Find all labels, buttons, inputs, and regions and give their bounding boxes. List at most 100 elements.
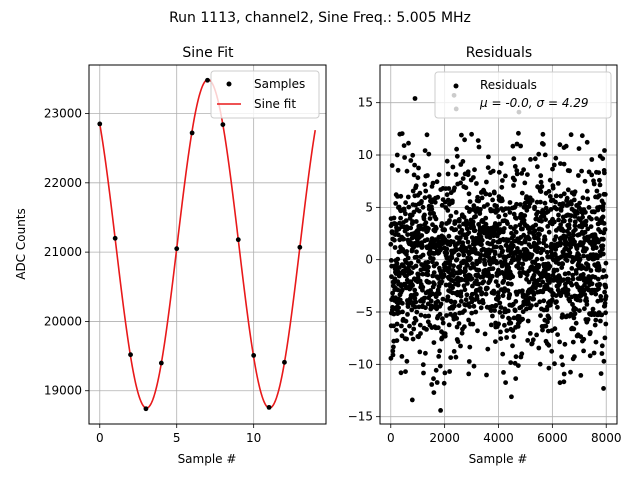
residual-point xyxy=(473,214,478,219)
residual-point xyxy=(514,201,519,207)
residual-point xyxy=(579,168,584,174)
residual-point xyxy=(562,218,567,224)
residual-point xyxy=(466,191,472,197)
residual-point xyxy=(500,293,506,299)
residual-point xyxy=(568,369,573,375)
residual-point xyxy=(405,255,411,261)
residual-point xyxy=(601,236,606,242)
residual-point xyxy=(496,295,501,301)
residuals-xtick-label: 0 xyxy=(387,431,395,445)
residual-point xyxy=(444,158,450,164)
residual-point xyxy=(465,281,470,286)
residual-point xyxy=(452,299,458,305)
residual-point xyxy=(536,263,542,268)
residual-point xyxy=(581,348,586,354)
residual-point xyxy=(536,151,542,157)
residual-point xyxy=(561,371,567,377)
residual-point xyxy=(565,187,571,193)
residual-point xyxy=(546,189,552,194)
residual-point xyxy=(543,217,548,223)
residual-point xyxy=(569,282,575,288)
residual-point xyxy=(422,313,428,319)
residual-point xyxy=(498,161,504,167)
residual-point xyxy=(499,184,505,190)
residual-point xyxy=(476,267,482,273)
residual-point xyxy=(505,221,510,227)
residual-point xyxy=(454,316,460,321)
residual-point xyxy=(492,190,497,196)
residual-point xyxy=(537,231,542,237)
residual-point xyxy=(428,245,434,251)
sine-fit-ytick-label: 22000 xyxy=(44,176,82,190)
residual-point xyxy=(458,293,464,299)
residual-point xyxy=(582,178,588,184)
residual-point xyxy=(551,162,557,168)
residual-point xyxy=(422,182,428,188)
residual-point xyxy=(546,229,552,235)
residual-point xyxy=(571,315,577,321)
residual-point xyxy=(513,354,519,360)
residual-point xyxy=(446,186,452,191)
residual-point xyxy=(600,214,606,220)
residual-point xyxy=(429,382,435,387)
residual-point xyxy=(580,272,586,277)
residual-point xyxy=(599,351,605,356)
residual-point xyxy=(584,188,590,194)
residual-point xyxy=(590,306,596,312)
residual-point xyxy=(424,237,430,243)
residual-point xyxy=(577,308,582,313)
residual-point xyxy=(412,287,418,293)
residual-point xyxy=(505,308,511,314)
residual-point xyxy=(410,336,416,342)
residual-point xyxy=(519,171,525,176)
sine-fit-curve xyxy=(98,78,317,409)
residual-point xyxy=(420,284,426,290)
residual-point xyxy=(510,343,515,349)
residual-point xyxy=(564,195,570,201)
residual-point xyxy=(501,226,507,231)
residual-point xyxy=(391,215,397,221)
residual-point xyxy=(458,298,464,304)
residual-point xyxy=(478,207,483,212)
residual-point xyxy=(430,291,436,297)
residual-point xyxy=(388,258,394,263)
residuals-ytick-label: −5 xyxy=(355,305,373,319)
residual-point xyxy=(465,169,471,175)
residual-point xyxy=(467,304,472,309)
residual-point xyxy=(529,198,535,203)
residual-point xyxy=(504,328,510,333)
residual-point xyxy=(602,170,607,176)
residual-point xyxy=(425,173,430,178)
sine-fit-title: Sine Fit xyxy=(182,45,234,61)
residual-point xyxy=(500,248,505,254)
residual-point xyxy=(483,291,489,297)
residual-point xyxy=(406,204,412,210)
residual-point xyxy=(404,249,410,254)
residual-point xyxy=(501,370,506,375)
residual-point xyxy=(463,235,469,241)
residual-point xyxy=(589,157,595,162)
residual-point xyxy=(549,297,555,303)
residual-point xyxy=(599,343,605,349)
residual-point xyxy=(436,172,442,178)
residual-point xyxy=(596,265,602,271)
residual-point xyxy=(510,143,516,149)
residual-point xyxy=(603,310,608,316)
residual-point xyxy=(556,212,561,218)
residual-point xyxy=(403,211,408,217)
residual-point xyxy=(392,237,397,243)
residual-point xyxy=(558,222,563,228)
residual-point xyxy=(463,185,469,191)
residual-point xyxy=(431,270,437,275)
residual-point xyxy=(392,245,398,250)
residual-point xyxy=(450,164,456,170)
residual-point xyxy=(542,237,548,242)
residual-point xyxy=(462,287,468,293)
residual-point xyxy=(394,261,400,266)
residual-point xyxy=(418,223,423,229)
residual-point xyxy=(410,283,415,288)
residual-point xyxy=(585,317,591,322)
residual-point xyxy=(552,361,557,367)
residual-point xyxy=(472,228,478,234)
residual-point xyxy=(414,291,419,297)
